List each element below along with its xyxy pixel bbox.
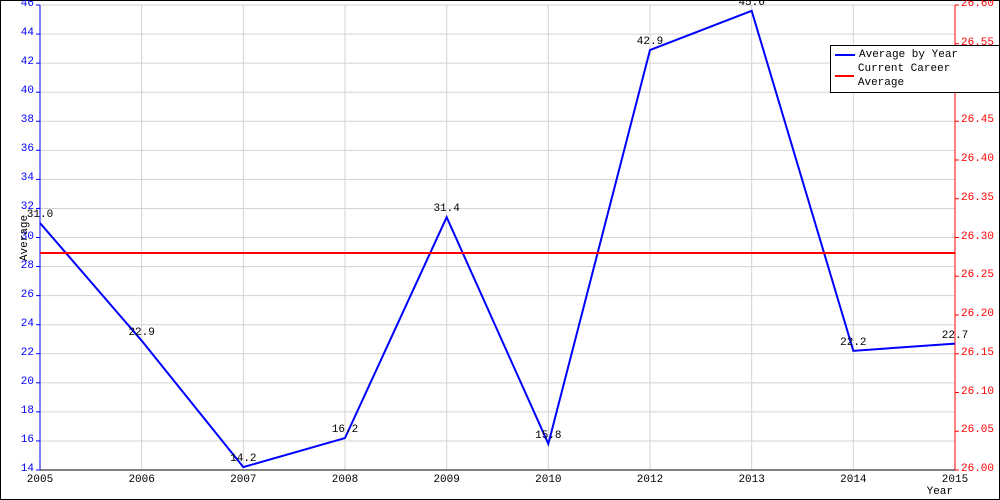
legend-swatch (835, 54, 855, 56)
data-point-label: 31.0 (27, 209, 53, 221)
y-left-tick-label: 38 (21, 114, 34, 126)
legend-item: Average by Year (835, 48, 995, 62)
data-point-label: 42.9 (637, 36, 663, 48)
data-point-label: 45.6 (738, 0, 764, 9)
x-tick-label: 2010 (535, 474, 561, 486)
y-left-tick-label: 42 (21, 56, 34, 68)
y-left-tick-label: 40 (21, 85, 34, 97)
legend: Average by YearCurrent Career Average (830, 45, 1000, 93)
y-left-tick-label: 24 (21, 318, 34, 330)
y-left-tick-label: 22 (21, 347, 34, 359)
y-right-tick-label: 26.15 (961, 347, 994, 359)
data-point-label: 15.8 (535, 430, 561, 442)
data-point-label: 31.4 (433, 203, 459, 215)
y-right-tick-label: 26.45 (961, 114, 994, 126)
y-right-tick-label: 26.25 (961, 269, 994, 281)
y-right-tick-label: 26.60 (961, 0, 994, 10)
y-left-tick-label: 16 (21, 434, 34, 446)
legend-label: Current Career Average (858, 62, 995, 90)
x-tick-label: 2015 (942, 474, 968, 486)
y-left-tick-label: 44 (21, 27, 34, 39)
dual-axis-line-chart: 2005200620072008200920102012201320142015… (0, 0, 1000, 500)
y-left-tick-label: 34 (21, 172, 34, 184)
average-by-year-line (40, 11, 955, 467)
legend-item: Current Career Average (835, 62, 995, 90)
y-right-tick-label: 26.30 (961, 231, 994, 243)
legend-swatch (835, 75, 854, 77)
y-right-tick-label: 26.00 (961, 463, 994, 475)
y-left-tick-label: 28 (21, 260, 34, 272)
legend-label: Average by Year (859, 48, 958, 62)
x-axis-label: Year (927, 486, 953, 498)
x-tick-label: 2006 (128, 474, 154, 486)
x-tick-label: 2014 (840, 474, 866, 486)
y-left-tick-label: 18 (21, 405, 34, 417)
y-left-tick-label: 26 (21, 289, 34, 301)
x-tick-label: 2009 (433, 474, 459, 486)
y-axis-label: Average (19, 214, 31, 260)
x-tick-label: 2012 (637, 474, 663, 486)
y-right-tick-label: 26.35 (961, 192, 994, 204)
y-left-tick-label: 36 (21, 143, 34, 155)
y-right-tick-label: 26.20 (961, 308, 994, 320)
data-point-label: 22.2 (840, 337, 866, 349)
data-point-label: 14.2 (230, 453, 256, 465)
y-right-tick-label: 26.40 (961, 153, 994, 165)
y-left-tick-label: 20 (21, 376, 34, 388)
x-tick-label: 2007 (230, 474, 256, 486)
y-right-tick-label: 26.05 (961, 424, 994, 436)
data-point-label: 22.7 (942, 330, 968, 342)
x-tick-label: 2013 (738, 474, 764, 486)
x-tick-label: 2008 (332, 474, 358, 486)
x-tick-label: 2005 (27, 474, 53, 486)
data-point-label: 16.2 (332, 424, 358, 436)
y-right-tick-label: 26.10 (961, 386, 994, 398)
y-left-tick-label: 46 (21, 0, 34, 10)
y-left-tick-label: 14 (21, 463, 34, 475)
data-point-label: 22.9 (128, 327, 154, 339)
